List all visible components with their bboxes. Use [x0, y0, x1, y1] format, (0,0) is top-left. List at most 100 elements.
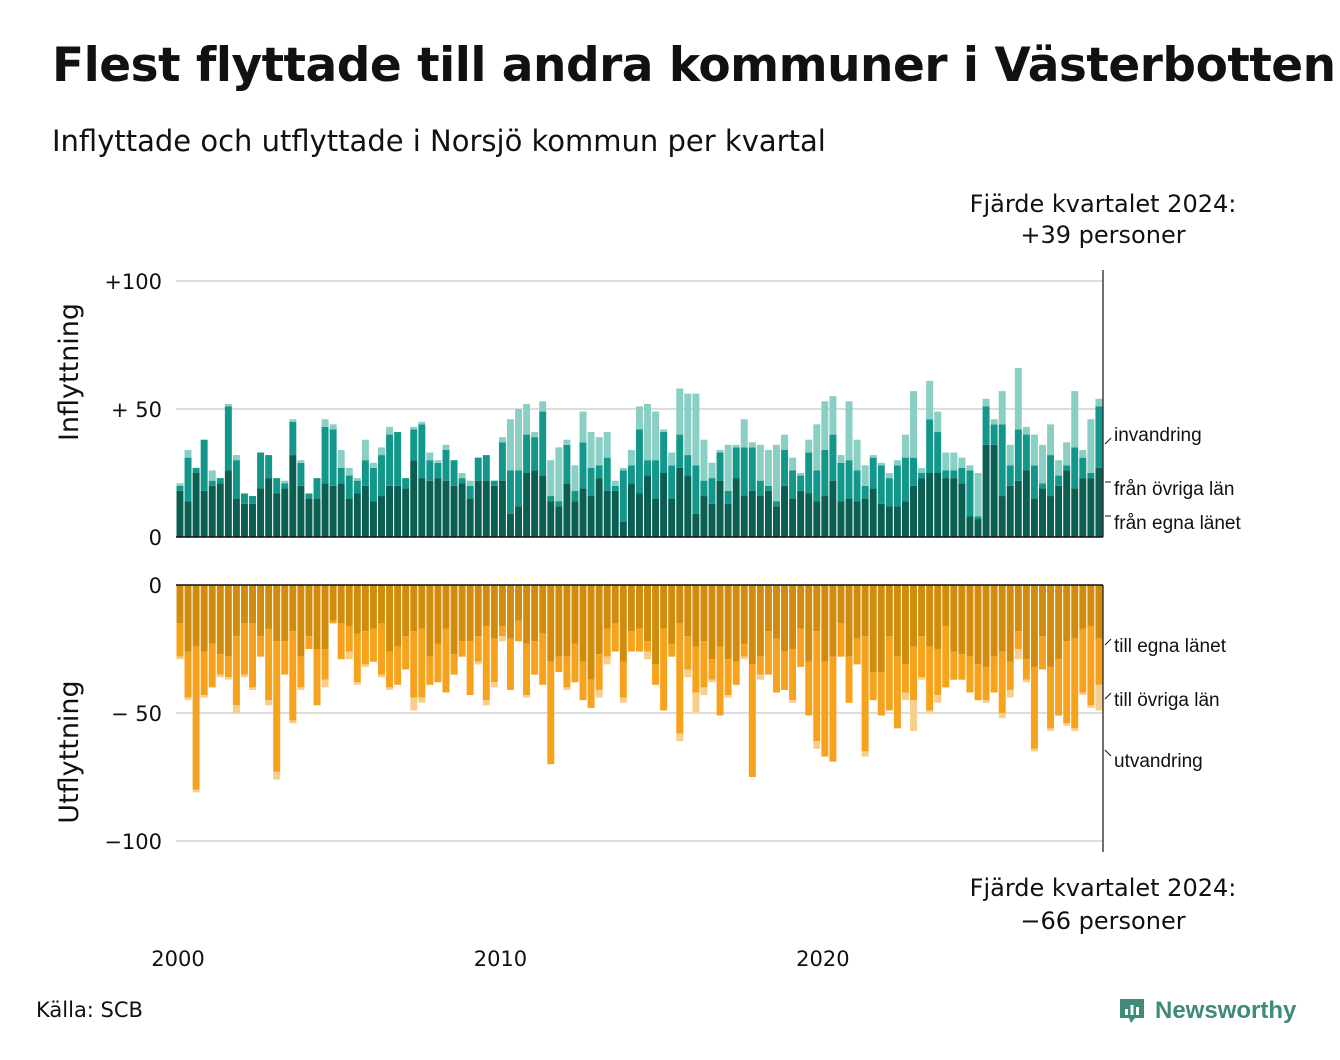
brand-logo[interactable]: Newsworthy: [1117, 992, 1296, 1030]
bar-out-egna: [224, 585, 232, 657]
bar-in-egna: [418, 478, 426, 537]
bar-out-egna: [555, 585, 563, 657]
bar-in-ovriga: [337, 467, 345, 484]
bar-out-utvandring: [482, 700, 490, 706]
bar-out-utvandring: [1047, 728, 1055, 731]
bar-out-ovriga: [1063, 641, 1071, 724]
bar-out-utvandring: [603, 656, 611, 665]
bar-out-ovriga: [458, 641, 466, 657]
bar-out-egna: [974, 585, 982, 665]
bar-out-ovriga: [523, 643, 531, 696]
bar-out-egna: [386, 585, 394, 652]
bar-in-egna: [684, 475, 692, 537]
bar-out-egna: [684, 585, 692, 637]
bar-in-invandring: [966, 465, 974, 471]
bar-out-egna: [563, 585, 571, 657]
bar-out-utvandring: [1087, 705, 1095, 708]
bar-in-egna: [627, 483, 635, 537]
bar-in-egna: [410, 460, 418, 537]
bar-out-ovriga: [837, 623, 845, 657]
bar-in-egna: [192, 473, 200, 537]
bar-in-ovriga: [321, 426, 329, 484]
bar-out-egna: [361, 585, 369, 632]
bar-out-ovriga: [829, 656, 837, 762]
bar-out-utvandring: [684, 669, 692, 678]
bar-in-ovriga: [668, 465, 676, 499]
bar-out-egna: [982, 585, 990, 667]
bar-out-egna: [869, 585, 877, 673]
bar-in-ovriga: [418, 424, 426, 479]
bar-out-ovriga: [1006, 661, 1014, 690]
bar-in-ovriga: [394, 432, 402, 486]
brand-name: Newsworthy: [1155, 997, 1297, 1024]
bar-in-egna: [353, 493, 361, 537]
bar-out-egna: [740, 585, 748, 644]
bar-in-ovriga: [208, 480, 216, 486]
bar-in-ovriga: [732, 447, 740, 479]
page-subtitle: Inflyttade och utflyttade i Norsjö kommu…: [52, 124, 826, 158]
bar-out-egna: [1022, 585, 1030, 660]
bar-in-egna: [700, 496, 708, 537]
bar-in-invandring: [466, 480, 474, 486]
bar-in-ovriga: [781, 449, 789, 486]
legend-leader-in: [1104, 437, 1112, 445]
bar-in-egna: [402, 488, 410, 537]
bar-out-utvandring: [249, 687, 257, 690]
bar-out-ovriga: [990, 656, 998, 693]
bar-in-ovriga: [716, 452, 724, 481]
bar-in-ovriga: [539, 411, 547, 476]
bar-in-invandring: [700, 439, 708, 481]
bar-in-egna: [249, 503, 257, 537]
bar-in-egna: [805, 493, 813, 537]
legend-leader-out: [1104, 692, 1112, 700]
bar-out-egna: [789, 585, 797, 649]
source-note: Källa: SCB: [36, 998, 143, 1022]
bar-out-ovriga: [652, 664, 660, 685]
bar-out-egna: [240, 585, 248, 624]
bar-in-invandring: [176, 483, 184, 486]
bar-out-egna: [176, 585, 184, 624]
bar-out-utvandring: [700, 687, 708, 696]
bar-in-ovriga: [942, 470, 950, 479]
bar-out-ovriga: [1039, 636, 1046, 670]
bar-out-ovriga: [619, 661, 627, 698]
bar-out-egna: [644, 585, 651, 642]
bar-out-utvandring: [224, 677, 232, 680]
bar-in-egna: [974, 519, 982, 537]
bar-in-invandring: [764, 449, 772, 486]
bar-in-invandring: [515, 409, 523, 471]
bar-out-egna: [901, 585, 909, 665]
bar-in-ovriga: [853, 470, 861, 502]
bar-out-ovriga: [595, 654, 603, 690]
bar-in-ovriga: [1039, 483, 1046, 489]
bar-in-ovriga: [353, 480, 361, 494]
bar-out-ovriga: [506, 638, 514, 690]
bar-out-egna: [958, 585, 966, 655]
bar-in-invandring: [781, 434, 789, 450]
bar-out-egna: [660, 585, 668, 629]
x-tick: 2000: [151, 947, 204, 971]
bar-in-invandring: [885, 473, 893, 479]
bar-in-egna: [660, 473, 668, 537]
bar-out-utvandring: [1014, 649, 1022, 660]
bar-out-egna: [998, 585, 1006, 652]
bar-in-ovriga: [885, 478, 893, 507]
bar-out-ovriga: [813, 631, 821, 742]
bar-in-ovriga: [490, 480, 498, 486]
bar-in-ovriga: [595, 465, 603, 479]
bar-in-egna: [813, 501, 821, 537]
bar-in-ovriga: [224, 406, 232, 471]
bar-out-ovriga: [216, 654, 224, 675]
bar-out-ovriga: [192, 646, 200, 790]
bar-in-invandring: [668, 452, 676, 466]
bar-out-egna: [515, 585, 523, 621]
bar-out-ovriga: [885, 636, 893, 711]
bar-out-utvandring: [644, 651, 651, 660]
bar-in-ovriga: [692, 465, 700, 514]
bar-out-egna: [990, 585, 998, 657]
bar-in-invandring: [829, 396, 837, 435]
bar-out-ovriga: [1087, 625, 1095, 706]
bar-in-ovriga: [813, 470, 821, 502]
bar-out-egna: [603, 585, 611, 629]
bar-in-invandring: [418, 421, 426, 425]
